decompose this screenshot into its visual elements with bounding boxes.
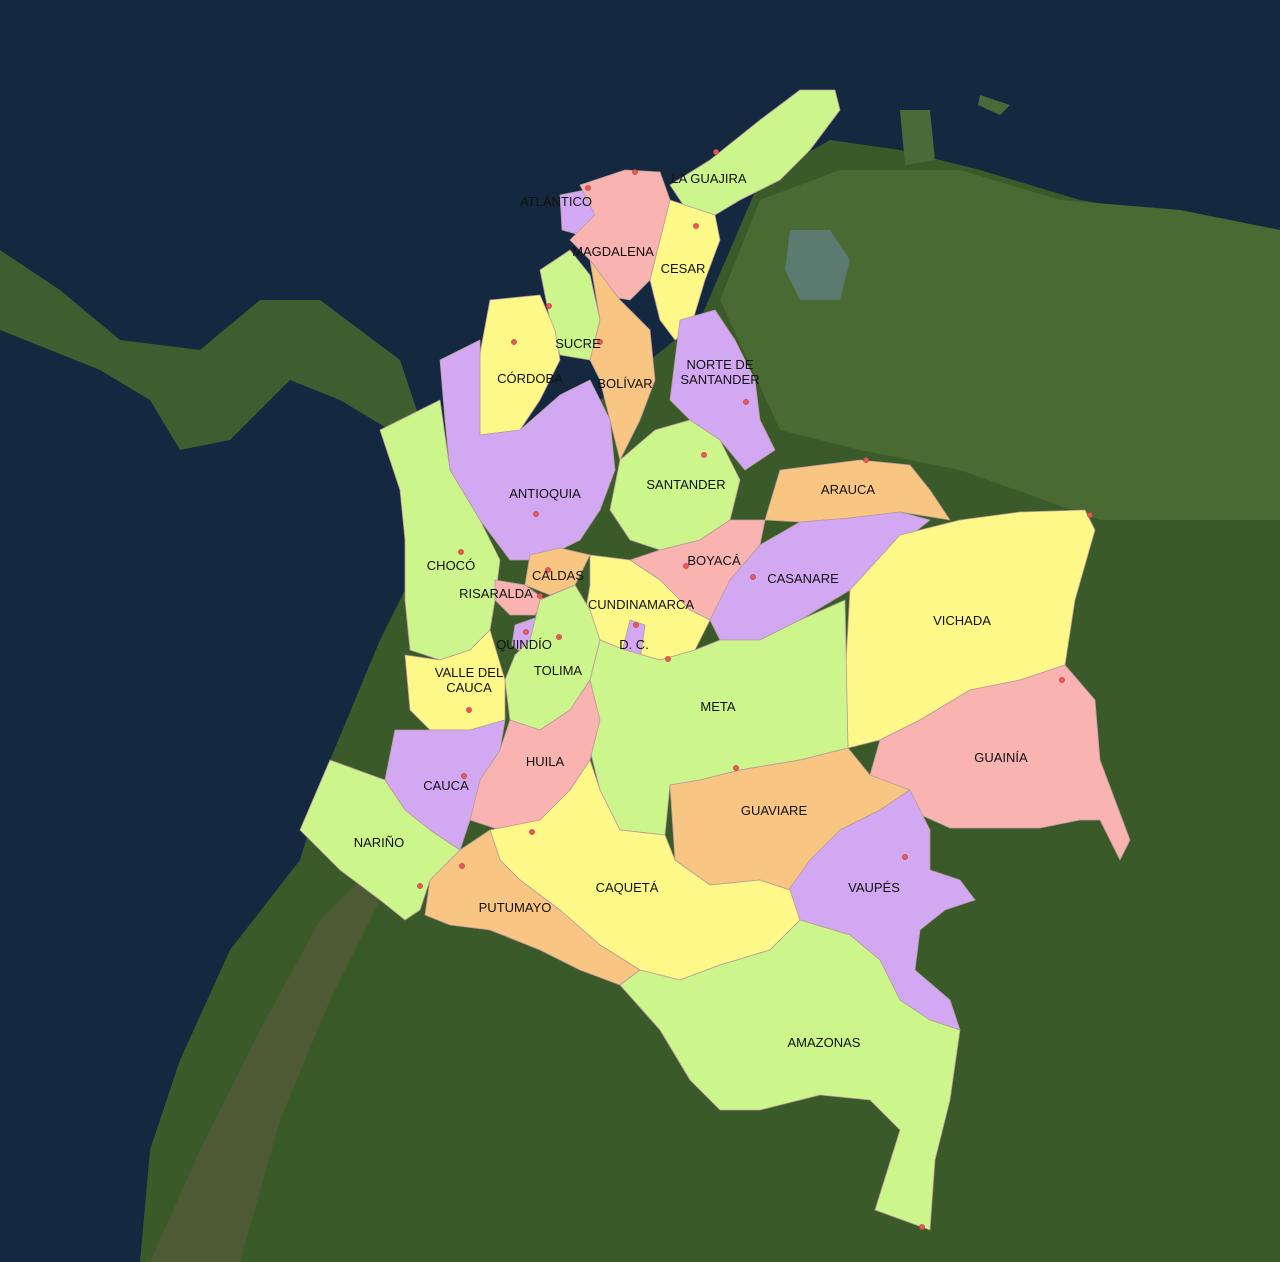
capital-marker — [1059, 677, 1065, 683]
departments-layer — [299, 89, 1131, 1231]
maracaibo-lake — [785, 230, 850, 300]
department-amazonas — [619, 919, 961, 1231]
label-sucre: SUCRE — [555, 336, 601, 351]
capital-marker — [556, 634, 562, 640]
label-quindio: QUINDÍO — [496, 637, 552, 652]
label-meta: META — [700, 699, 735, 714]
capital-marker — [523, 629, 529, 635]
capital-marker — [713, 149, 719, 155]
label-arauca: ARAUCA — [821, 482, 876, 497]
capital-marker — [546, 303, 552, 309]
label-atlantico: ATLÁNTICO — [520, 194, 592, 209]
label-huila: HUILA — [526, 754, 565, 769]
capital-marker — [529, 829, 535, 835]
capital-marker — [693, 223, 699, 229]
capital-marker — [750, 574, 756, 580]
capital-marker — [743, 399, 749, 405]
department-valle-del-cauca — [404, 629, 506, 731]
label-antioquia: ANTIOQUIA — [509, 486, 581, 501]
department-arauca — [764, 459, 951, 523]
label-casanare: CASANARE — [767, 571, 839, 586]
label-caqueta: CAQUETÁ — [596, 880, 659, 895]
department-guainia — [869, 664, 1131, 861]
label-caldas: CALDAS — [532, 568, 584, 583]
label-santander: SANTANDER — [646, 477, 725, 492]
label-cundinamarca: CUNDINAMARCA — [588, 597, 695, 612]
label-la-guajira: LA GUAJIRA — [671, 171, 746, 186]
label-narino: NARIÑO — [354, 835, 405, 850]
label-choco: CHOCÓ — [427, 558, 475, 573]
capital-marker — [683, 563, 689, 569]
capital-marker — [633, 622, 639, 628]
caribbean-island — [900, 110, 935, 165]
capital-marker — [461, 773, 467, 779]
capital-marker — [902, 854, 908, 860]
label-tolima: TOLIMA — [534, 663, 582, 678]
label-cauca: CAUCA — [423, 778, 469, 793]
labels-layer: LA GUAJIRA ATLÁNTICO MAGDALENA CESAR SUCRE CÓ… — [354, 171, 1028, 1050]
label-amazonas: AMAZONAS — [788, 1035, 861, 1050]
andes-terrain — [150, 880, 380, 1262]
label-guaviare: GUAVIARE — [741, 803, 808, 818]
label-boyaca: BOYACÁ — [687, 553, 741, 568]
label-vichada: VICHADA — [933, 613, 991, 628]
caribbean-island-2 — [978, 95, 1010, 115]
capital-marker — [545, 567, 551, 573]
capital-marker — [466, 707, 472, 713]
capital-marker — [733, 765, 739, 771]
capital-marker — [533, 511, 539, 517]
capital-marker — [459, 863, 465, 869]
capital-marker — [665, 656, 671, 662]
capital-marker — [597, 339, 603, 345]
capital-marker — [511, 339, 517, 345]
label-magdalena: MAGDALENA — [572, 244, 654, 259]
capital-marker — [632, 169, 638, 175]
capital-marker — [863, 457, 869, 463]
capital-marker — [458, 549, 464, 555]
label-valle-del-cauca: VALLE DEL CAUCA — [435, 665, 503, 695]
central-america-landmass — [0, 250, 420, 450]
capital-marker — [585, 185, 591, 191]
capitals-layer — [417, 149, 1093, 1230]
label-putumayo: PUTUMAYO — [479, 900, 552, 915]
label-vaupes: VAUPÉS — [848, 880, 900, 895]
label-risaralda: RISARALDA — [459, 586, 533, 601]
label-guainia: GUAINÍA — [974, 750, 1028, 765]
capital-marker — [417, 883, 423, 889]
capital-marker — [701, 452, 707, 458]
department-norte-de-santander — [669, 309, 776, 471]
capital-marker — [537, 593, 543, 599]
label-bolivar: BOLÍVAR — [597, 376, 652, 391]
label-norte-de-santander: NORTE DE SANTANDER — [680, 357, 759, 387]
capital-marker — [919, 1224, 925, 1230]
label-dc: D. C. — [619, 637, 649, 652]
label-cesar: CESAR — [661, 261, 706, 276]
venezuela-coast-terrain — [720, 170, 1280, 520]
label-cordoba: CÓRDOBA — [497, 371, 563, 386]
capital-marker — [1087, 512, 1093, 518]
department-risaralda — [494, 579, 546, 616]
